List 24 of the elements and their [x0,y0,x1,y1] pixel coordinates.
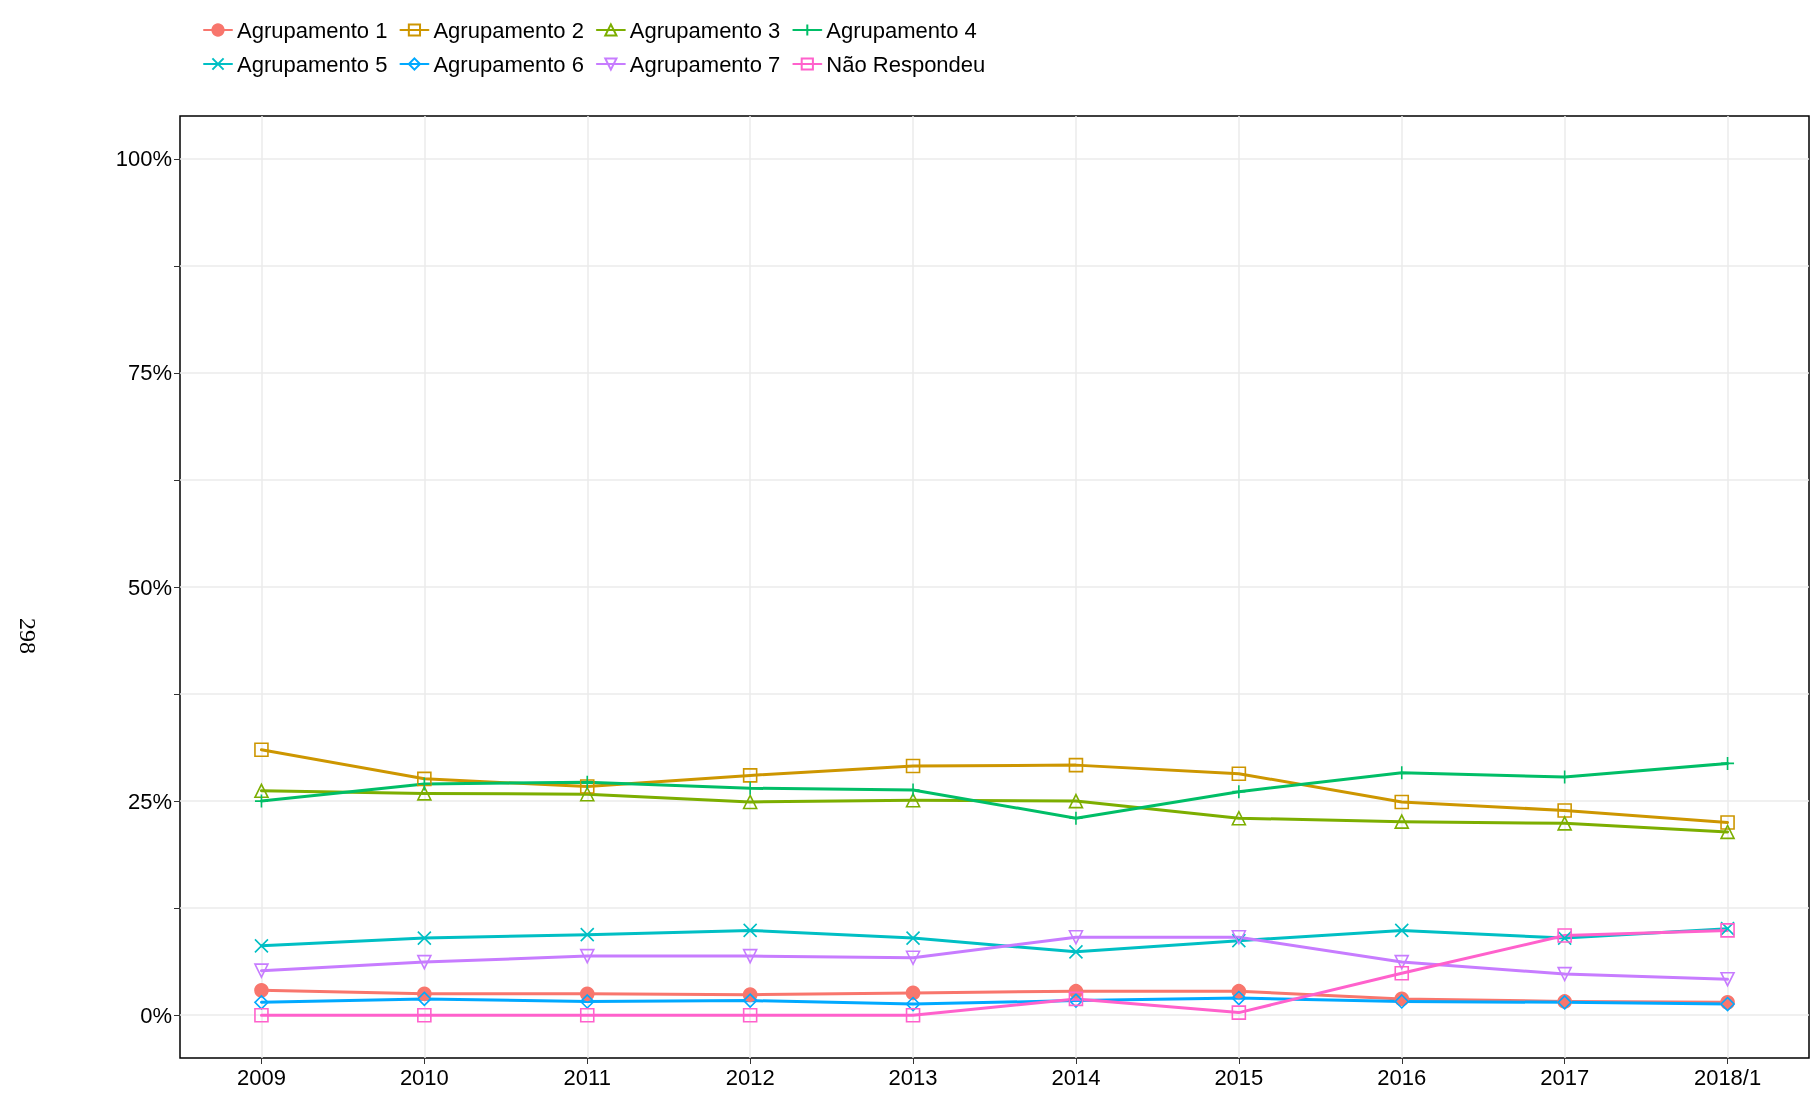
legend-label: Agrupamento 5 [237,51,388,77]
x-tick-label: 2014 [1051,1064,1101,1090]
legend-label: Agrupamento 2 [433,17,584,43]
x-tick-label: 2011 [563,1064,611,1090]
x-tick-label: 2009 [236,1064,286,1090]
x-tick-label: 2016 [1377,1064,1427,1090]
legend-label: Agrupamento 4 [826,17,977,43]
y-tick-label: 100% [115,146,172,172]
legend-label: Agrupamento 6 [433,51,584,77]
legend-label: Agrupamento 3 [629,17,781,43]
y-tick-label: 75% [127,360,172,386]
x-tick-label: 2017 [1540,1064,1590,1090]
x-tick-label: 2013 [888,1064,938,1090]
legend-label: Agrupamento 7 [629,51,781,77]
text: 298 [15,618,41,654]
x-tick-label: 2012 [725,1064,775,1090]
legend-label: Não Respondeu [826,51,986,77]
x-tick-label: 2018/1 [1693,1064,1762,1090]
x-tick-label: 2010 [399,1064,449,1090]
x-tick-label: 2015 [1214,1064,1264,1090]
legend-label: Agrupamento 1 [237,17,388,43]
y-tick-label: 0% [140,1002,172,1028]
y-tick-label: 50% [127,574,172,600]
y-tick-label: 25% [127,788,172,814]
